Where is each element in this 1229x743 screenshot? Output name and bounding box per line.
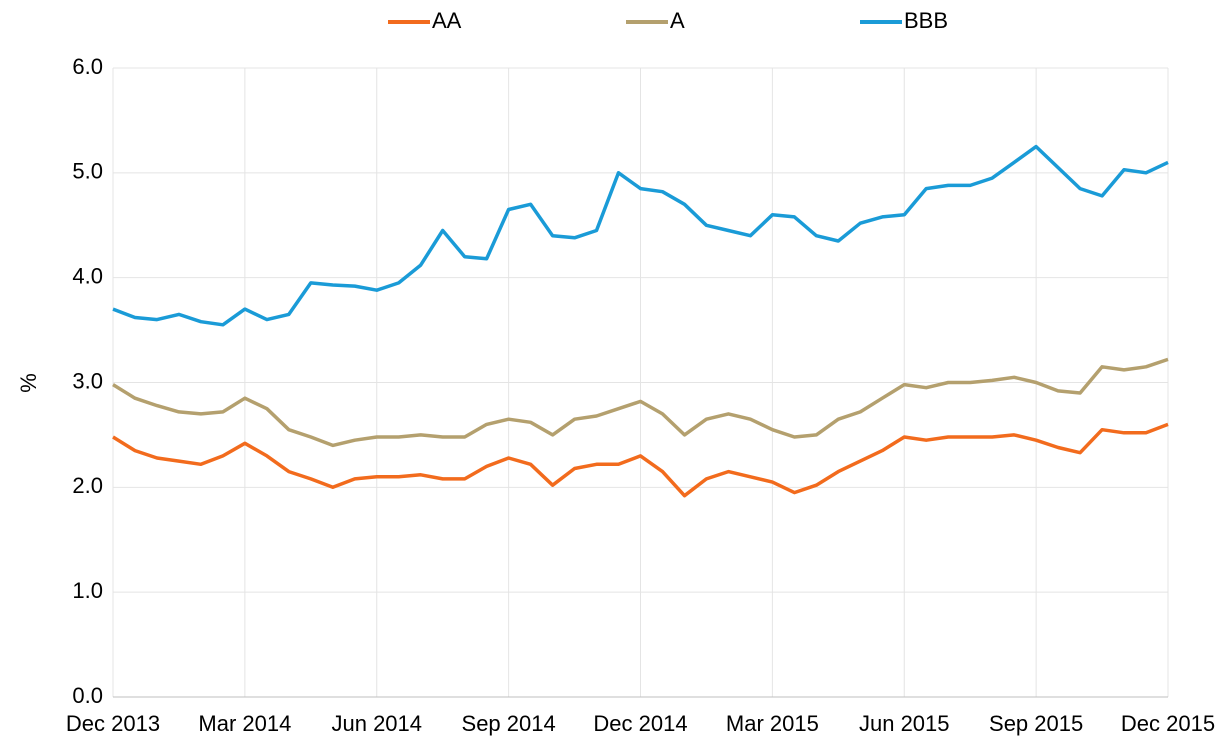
y-tick-label: 4.0 xyxy=(72,263,103,288)
y-tick-label: 3.0 xyxy=(72,368,103,393)
x-tick-label: Mar 2014 xyxy=(198,711,291,736)
y-tick-label: 6.0 xyxy=(72,54,103,79)
x-tick-label: Dec 2015 xyxy=(1121,711,1215,736)
series-line xyxy=(112,357,1169,448)
y-tick-label: 1.0 xyxy=(72,578,103,603)
x-tick-label: Sep 2015 xyxy=(989,711,1083,736)
y-tick-label: 2.0 xyxy=(72,473,103,498)
x-tick-label: Jun 2014 xyxy=(331,711,422,736)
series-line xyxy=(112,144,1169,327)
y-axis-label: % xyxy=(16,373,41,393)
x-tick-label: Mar 2015 xyxy=(726,711,819,736)
x-tick-label: Sep 2014 xyxy=(462,711,556,736)
legend-label: A xyxy=(670,8,685,33)
legend-label: AA xyxy=(432,8,462,33)
y-tick-label: 5.0 xyxy=(72,159,103,184)
y-tick-label: 0.0 xyxy=(72,683,103,708)
legend-label: BBB xyxy=(904,8,948,33)
x-tick-label: Dec 2014 xyxy=(593,711,687,736)
series-line xyxy=(112,422,1169,498)
x-tick-label: Jun 2015 xyxy=(859,711,950,736)
x-tick-label: Dec 2013 xyxy=(66,711,160,736)
